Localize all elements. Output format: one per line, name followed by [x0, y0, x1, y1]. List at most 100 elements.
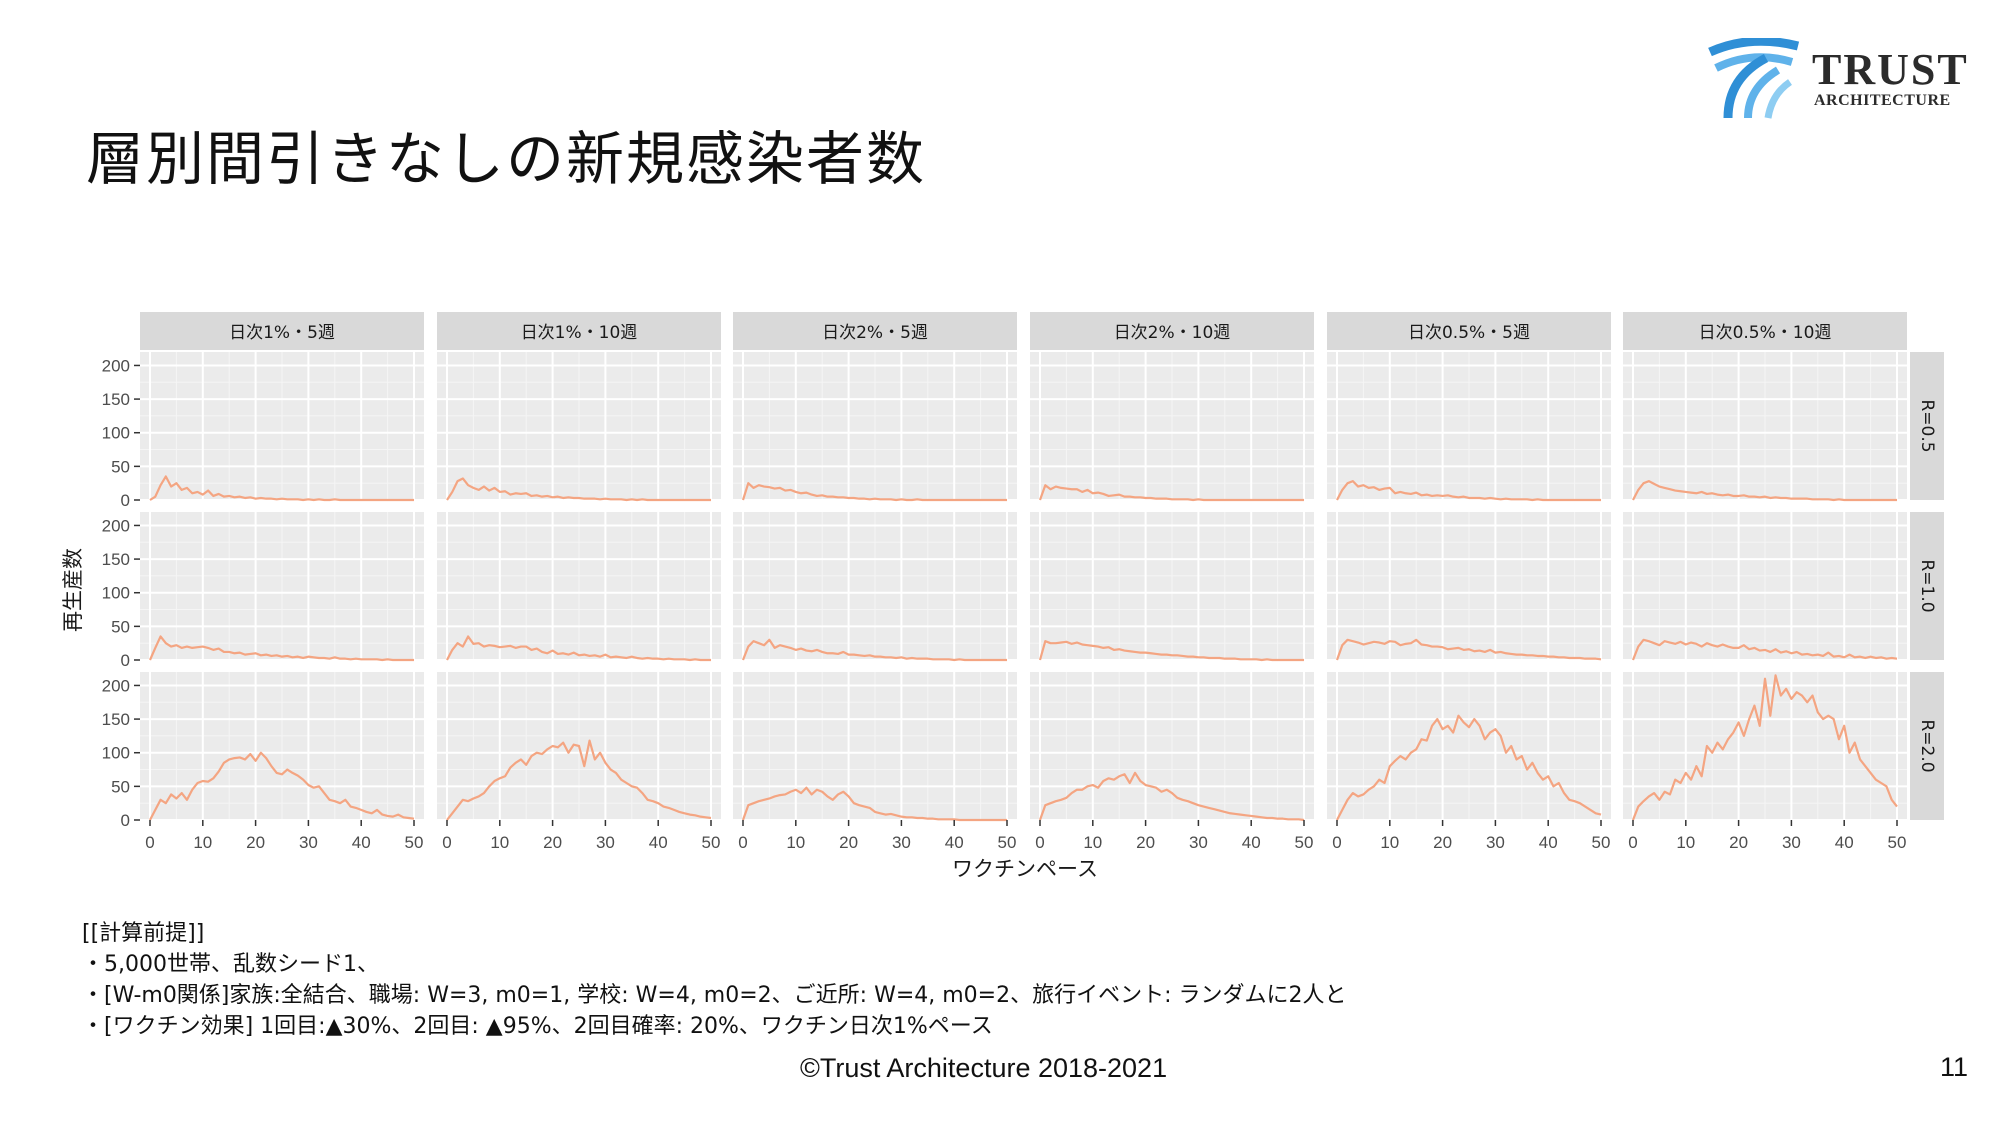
facet-strip-row-label: R=1.0	[1917, 559, 1937, 612]
y-tick-label: 100	[102, 584, 130, 603]
series-line	[741, 638, 1007, 662]
y-tick-label: 0	[121, 811, 130, 830]
x-tick-label: 10	[193, 833, 212, 852]
y-tick-label: 100	[102, 424, 130, 443]
series-line	[446, 635, 711, 662]
series-line	[1336, 480, 1601, 502]
note-line: ・5,000世帯、乱数シード1、	[82, 952, 379, 977]
facet-strip-label: 日次2%・5週	[822, 323, 928, 343]
x-tick-label: 30	[1782, 833, 1801, 852]
note-line: ・[W-m0関係]家族:全結合、職場: W=3, m0=1, 学校: W=4, …	[82, 983, 1347, 1008]
x-tick-label: 0	[1035, 833, 1044, 852]
x-tick-label: 20	[246, 833, 265, 852]
series-line	[446, 477, 711, 502]
x-tick-label: 0	[738, 833, 747, 852]
facet-strip-label: 日次2%・10週	[1114, 323, 1231, 343]
series-line	[1632, 480, 1897, 502]
facet-strip-column	[1030, 312, 1314, 350]
page-title: 層別間引きなしの新規感染者数	[86, 125, 927, 193]
y-tick-label: 200	[102, 356, 130, 375]
y-tick-label: 50	[111, 777, 130, 796]
faceted-line-chart: 日次1%・5週 日次1%・10週 日次2%・5週 日次2%・10週 日次0.5%・5週 日…	[61, 312, 1944, 881]
facet-strip-label: 日次1%・5週	[229, 323, 335, 343]
facet-strip-column	[140, 312, 424, 350]
series-line	[1038, 640, 1304, 662]
series-line	[148, 635, 414, 662]
x-tick-label: 50	[1592, 833, 1611, 852]
copyright-footer: ©Trust Architecture 2018-2021	[800, 1053, 1168, 1083]
x-tick-label: 50	[1888, 833, 1907, 852]
note-line: [[計算前提]]	[82, 921, 205, 946]
y-tick-label: 50	[111, 617, 130, 636]
facet-strip-column	[1327, 312, 1611, 350]
x-tick-label: 10	[786, 833, 805, 852]
x-tick-label: 10	[1380, 833, 1399, 852]
page-number: 11	[1940, 1052, 1969, 1082]
facet-strip-row-label: R=2.0	[1917, 719, 1937, 772]
facet-strip-column	[1623, 312, 1907, 350]
company-logo: TRUST ARCHITECTURE	[1706, 36, 1969, 120]
note-line: ・[ワクチン効果] 1回目:▲30%、2回目: ▲95%、2回目確率: 20%、…	[82, 1014, 993, 1039]
x-tick-label: 40	[1539, 833, 1558, 852]
x-tick-label: 40	[649, 833, 668, 852]
facet-strip-row-label: R=0.5	[1917, 399, 1937, 452]
x-tick-label: 30	[1486, 833, 1505, 852]
x-tick-label: 30	[596, 833, 615, 852]
calculation-notes: [[計算前提]] ・5,000世帯、乱数シード1、 ・[W-m0関係]家族:全結…	[82, 918, 1347, 1042]
x-tick-label: 50	[702, 833, 721, 852]
x-tick-label: 50	[405, 833, 424, 852]
series-line	[149, 475, 414, 502]
series-line	[741, 482, 1007, 502]
y-tick-label: 100	[102, 744, 130, 763]
facet-strip-column	[733, 312, 1017, 350]
series-line	[1631, 638, 1898, 661]
facet-strip-row	[1910, 672, 1944, 820]
x-tick-label: 30	[892, 833, 911, 852]
y-tick-label: 150	[102, 710, 130, 729]
x-tick-label: 30	[299, 833, 318, 852]
x-tick-label: 20	[1136, 833, 1155, 852]
facet-strip-row	[1910, 512, 1944, 660]
x-tick-label: 0	[442, 833, 451, 852]
y-tick-label: 0	[121, 651, 130, 670]
x-tick-label: 0	[145, 833, 154, 852]
series-line	[1631, 674, 1898, 821]
y-tick-label: 150	[102, 390, 130, 409]
facet-strip-label: 日次0.5%・10週	[1699, 323, 1832, 343]
x-tick-label: 0	[1628, 833, 1637, 852]
series-line	[1336, 714, 1602, 821]
facet-strip-column	[437, 312, 721, 350]
series-line	[149, 751, 415, 821]
x-tick-label: 20	[839, 833, 858, 852]
x-tick-label: 20	[1729, 833, 1748, 852]
x-tick-label: 50	[998, 833, 1017, 852]
x-tick-label: 30	[1189, 833, 1208, 852]
y-tick-label: 50	[111, 457, 130, 476]
facet-strip-row	[1910, 352, 1944, 500]
series-line	[446, 739, 712, 821]
x-tick-label: 50	[1295, 833, 1314, 852]
logo-word-trust: TRUST	[1812, 45, 1969, 94]
y-tick-label: 200	[102, 676, 130, 695]
x-tick-label: 10	[1083, 833, 1102, 852]
facet-strip-label: 日次0.5%・5週	[1408, 323, 1530, 343]
y-tick-label: 150	[102, 550, 130, 569]
y-axis-title: 再生産数	[61, 548, 85, 632]
series-line	[1038, 771, 1305, 822]
x-axis-title: ワクチンペース	[952, 857, 1098, 881]
series-line	[1335, 638, 1602, 661]
x-tick-label: 0	[1332, 833, 1341, 852]
x-tick-label: 40	[1835, 833, 1854, 852]
x-tick-label: 10	[1676, 833, 1695, 852]
x-tick-label: 20	[543, 833, 562, 852]
y-tick-label: 200	[102, 516, 130, 535]
series-line	[741, 786, 1007, 822]
logo-word-architecture: ARCHITECTURE	[1814, 92, 1951, 109]
x-tick-label: 40	[352, 833, 371, 852]
series-line	[1038, 484, 1304, 502]
logo-mark-icon	[1708, 36, 1800, 119]
y-tick-label: 0	[121, 491, 130, 510]
x-tick-label: 40	[1242, 833, 1261, 852]
x-tick-label: 10	[490, 833, 509, 852]
x-tick-label: 40	[945, 833, 964, 852]
